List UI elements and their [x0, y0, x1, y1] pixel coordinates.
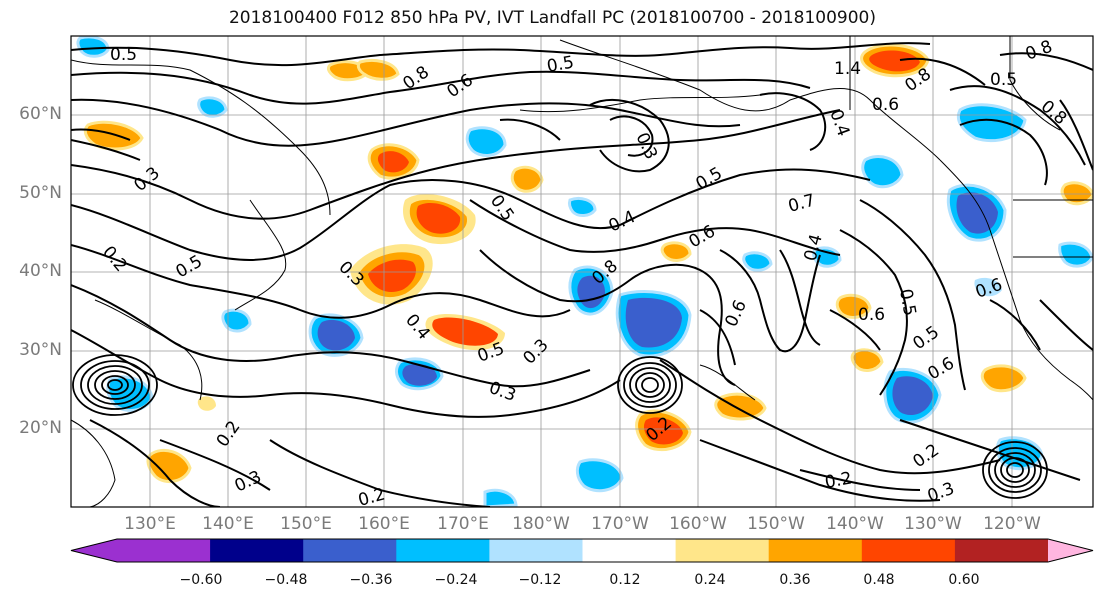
- pv-shading-layer: [76, 36, 1093, 507]
- pv-negative-patch: [465, 126, 507, 157]
- colorbar-segment: [768, 539, 863, 562]
- colorbar-tick-label: 0.24: [694, 572, 726, 588]
- colorbar: [70, 538, 1094, 563]
- pv-negative-patch: [221, 308, 252, 333]
- pv-negative-patch: [625, 297, 682, 348]
- colorbar-tick-label: 0.12: [609, 572, 641, 588]
- colorbar-segment: [210, 539, 304, 562]
- cyclone-rings-west: [72, 354, 158, 416]
- lon-label-140e: 140°E: [202, 514, 254, 534]
- pv-positive-patch: [368, 259, 416, 293]
- pv-positive-patch: [643, 417, 683, 445]
- pv-positive-patch: [432, 317, 498, 346]
- lon-label-150e: 150°E: [280, 514, 332, 534]
- cyclone-rings-central: [617, 356, 683, 414]
- colorbar-tick-label: −0.36: [349, 572, 393, 588]
- colorbar-segment: [303, 539, 397, 562]
- pv-negative-patch: [567, 196, 597, 217]
- pv-negative-patch: [956, 103, 1027, 143]
- pv-positive-patch: [197, 396, 216, 411]
- lon-label-130w: 130°W: [904, 514, 962, 534]
- pv-positive-patch: [980, 364, 1027, 393]
- pv-negative-patch: [575, 458, 624, 493]
- map-plot-area: 0.5 0.8 0.6 0.5 0.4 0.3 0.2 0.5 0.4 0.6 …: [71, 36, 1093, 511]
- colorbar-outline: [70, 538, 1094, 563]
- pv-negative-patch: [317, 319, 355, 351]
- pv-positive-patch: [850, 348, 884, 372]
- colorbar-tick-label: 0.48: [863, 572, 895, 588]
- colorbar-tick-label: 0.60: [948, 572, 980, 588]
- contour-lines: [71, 42, 1093, 507]
- contour-label: 0.5: [110, 45, 137, 65]
- colorbar-extend-max: [1048, 539, 1093, 562]
- pv-negative-patch: [483, 488, 518, 507]
- pv-positive-patch: [869, 50, 920, 72]
- contour-label: 0.2: [823, 469, 853, 493]
- lon-label-170w: 170°W: [591, 514, 649, 534]
- pv-positive-patch: [416, 203, 461, 234]
- pv-negative-patch: [861, 155, 904, 189]
- colorbar-tick-label: −0.60: [179, 572, 223, 588]
- pv-positive-patch: [377, 151, 409, 173]
- pv-negative-patch: [812, 246, 842, 268]
- pv-positive-patch: [1060, 181, 1093, 206]
- contour-label: 0.5: [990, 70, 1017, 90]
- colorbar-segment: [582, 539, 677, 562]
- pv-positive-patch: [146, 449, 192, 484]
- pv-negative-patch: [1058, 241, 1093, 268]
- pv-negative-patch: [76, 36, 110, 58]
- colorbar-segment: [489, 539, 583, 562]
- contour-label: 0.6: [872, 95, 899, 115]
- pv-negative-patch: [197, 96, 228, 118]
- colorbar-extend-min: [71, 539, 117, 562]
- lon-label-120w: 120°W: [983, 514, 1041, 534]
- lat-label-20n: 20°N: [19, 418, 62, 438]
- lat-label-30n: 30°N: [19, 340, 62, 360]
- contour-label: 0.5: [895, 287, 919, 317]
- lon-label-130e: 130°E: [124, 514, 176, 534]
- lon-label-160w: 160°W: [669, 514, 727, 534]
- colorbar-segment: [954, 539, 1049, 562]
- colorbar-segment: [675, 539, 770, 562]
- lon-label-140w: 140°W: [826, 514, 884, 534]
- coastlines: [71, 36, 1093, 507]
- pv-positive-patch: [510, 165, 544, 193]
- colorbar-segment: [117, 539, 211, 562]
- pv-positive-patch: [83, 120, 144, 151]
- map-title: 2018100400 F012 850 hPa PV, IVT Landfall…: [228, 8, 876, 28]
- colorbar-tick-label: 0.36: [779, 572, 811, 588]
- lon-label-150w: 150°W: [747, 514, 805, 534]
- contour-label: 1.4: [834, 59, 861, 79]
- colorbar-segment: [396, 539, 490, 562]
- pv-negative-patch: [974, 277, 1002, 297]
- cyclone-rings-east: [982, 441, 1048, 499]
- map-gridlines: [71, 36, 1093, 507]
- lon-label-160e: 160°E: [358, 514, 410, 534]
- pv-positive-patch: [835, 293, 872, 319]
- contour-label: 0.5: [545, 53, 575, 77]
- pv-positive-patch: [660, 241, 692, 262]
- lon-label-170e: 170°E: [437, 514, 489, 534]
- contour-label: 0.6: [858, 305, 885, 325]
- lat-label-50n: 50°N: [19, 183, 62, 203]
- pv-positive-patch: [356, 59, 400, 81]
- lat-label-40n: 40°N: [19, 261, 62, 281]
- contour-label: 0.2: [356, 485, 387, 511]
- lat-label-60n: 60°N: [19, 104, 62, 124]
- pv-positive-patch: [714, 392, 767, 421]
- colorbar-tick-label: −0.48: [264, 572, 308, 588]
- colorbar-tick-label: −0.12: [518, 572, 562, 588]
- pv-negative-patch: [402, 363, 437, 386]
- pv-negative-patch: [892, 376, 933, 416]
- lon-label-180w: 180°W: [512, 514, 570, 534]
- pv-negative-patch: [742, 251, 773, 272]
- colorbar-segment: [861, 539, 956, 562]
- colorbar-tick-label: −0.24: [434, 572, 478, 588]
- map-frame: [70, 35, 1094, 508]
